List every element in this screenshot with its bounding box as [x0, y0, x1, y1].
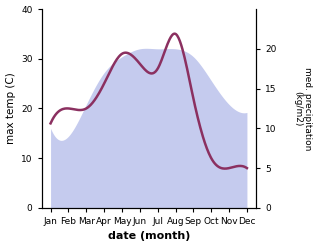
X-axis label: date (month): date (month)	[107, 231, 190, 242]
Y-axis label: med. precipitation
(kg/m2): med. precipitation (kg/m2)	[293, 67, 313, 150]
Y-axis label: max temp (C): max temp (C)	[5, 73, 16, 144]
